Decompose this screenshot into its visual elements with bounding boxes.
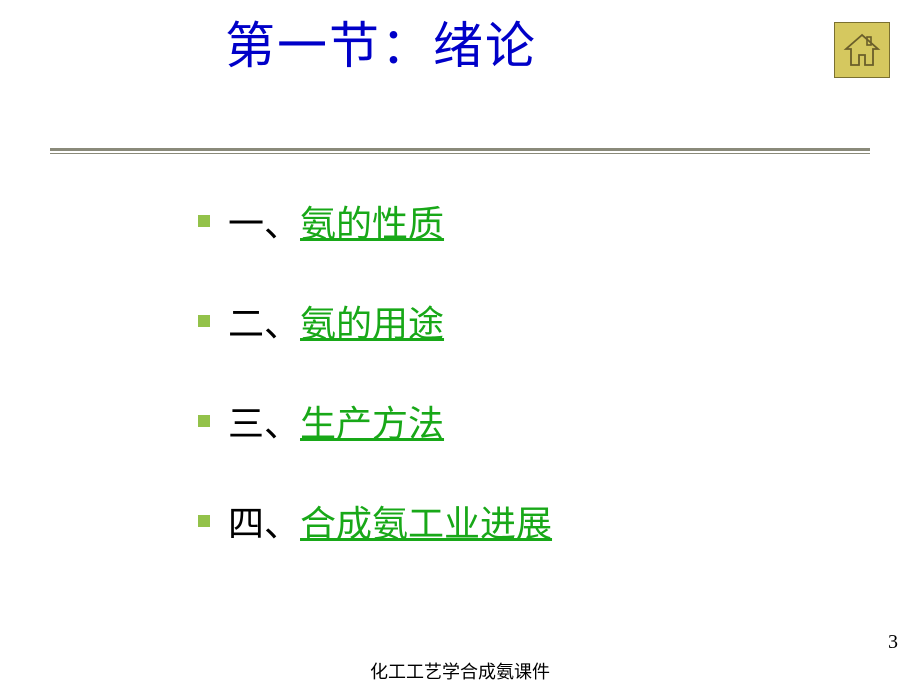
item-prefix: 一、 — [228, 195, 300, 247]
item-link-uses[interactable]: 氨的用途 — [300, 295, 444, 347]
item-link-progress[interactable]: 合成氨工业进展 — [300, 495, 552, 547]
title-text: 第一节：绪论 — [225, 14, 545, 79]
list-item: 四、 合成氨工业进展 — [198, 495, 758, 547]
page-number: 3 — [888, 631, 898, 654]
item-prefix: 四、 — [228, 495, 300, 547]
list-item: 一、 氨的性质 — [198, 195, 758, 247]
item-link-properties[interactable]: 氨的性质 — [300, 195, 444, 247]
title-divider — [50, 148, 870, 154]
bullet-icon — [198, 515, 210, 527]
list-item: 二、 氨的用途 — [198, 295, 758, 347]
slide-title: 第一节：绪论 — [225, 14, 545, 79]
bullet-icon — [198, 215, 210, 227]
footer-text: 化工工艺学合成氨课件 — [370, 658, 550, 684]
bullet-icon — [198, 415, 210, 427]
item-prefix: 三、 — [228, 395, 300, 447]
item-prefix: 二、 — [228, 295, 300, 347]
bullet-icon — [198, 315, 210, 327]
home-button[interactable] — [834, 22, 890, 78]
list-item: 三、 生产方法 — [198, 395, 758, 447]
home-icon — [842, 30, 882, 70]
item-link-production[interactable]: 生产方法 — [300, 395, 444, 447]
content-list: 一、 氨的性质 二、 氨的用途 三、 生产方法 四、 合成氨工业进展 — [198, 195, 758, 595]
